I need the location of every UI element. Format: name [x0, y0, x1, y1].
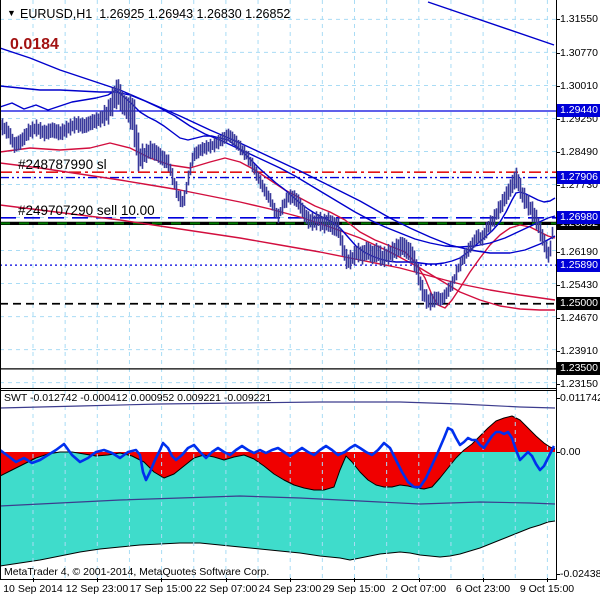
indicator-tick-mark	[556, 574, 560, 575]
price-level-box-blue: 1.29440	[557, 104, 600, 118]
order-line-label[interactable]: #248787990 sl	[18, 157, 107, 172]
price-tick-label: 1.25430	[560, 279, 598, 292]
ohlc-values: 1.26925 1.26943 1.26830 1.26852	[99, 7, 291, 21]
price-tick-mark	[556, 318, 560, 320]
swt-envelope-top	[0, 401, 556, 409]
price-tick-label: 1.28490	[560, 146, 598, 159]
time-tick-mark	[419, 578, 420, 582]
time-tick-mark	[290, 578, 291, 582]
time-tick-label: 2 Oct 07:00	[391, 583, 447, 595]
time-tick-label: 22 Sep 07:00	[194, 583, 258, 595]
price-bars[interactable]	[0, 79, 554, 311]
time-tick-mark	[161, 578, 162, 582]
red-ma-line-3	[0, 204, 556, 301]
price-tick-label: 1.31550	[560, 13, 598, 26]
time-tick-label: 10 Sep 2014	[3, 583, 63, 595]
swt-signal-line	[0, 426, 556, 489]
price-tick-mark	[556, 53, 560, 55]
time-tick-label: 29 Sep 15:00	[322, 583, 386, 595]
indicator-tick-label: 0.011742	[560, 392, 600, 404]
time-tick-mark	[33, 578, 34, 582]
price-chart-canvas[interactable]	[0, 0, 556, 389]
price-tick-mark	[556, 285, 560, 287]
chart-right-border	[556, 0, 557, 580]
swt-lower-boundary	[0, 520, 556, 567]
price-level-box-black: 1.25000	[557, 297, 600, 311]
price-level-box-blue: 1.27906	[557, 171, 600, 185]
price-tick-mark	[556, 351, 560, 353]
price-tick-label: 1.30770	[560, 47, 598, 60]
indicator-value-label: 0.0184	[10, 36, 59, 53]
price-tick-mark	[556, 152, 560, 154]
swt-indicator-header: SWT -0.012742 -0.000412 0.000952 0.00922…	[4, 392, 272, 404]
time-tick-label: 12 Sep 23:00	[65, 583, 129, 595]
time-tick-label: 17 Sep 15:00	[129, 583, 193, 595]
price-level-box-blue: 1.25890	[557, 258, 600, 272]
time-tick-mark	[226, 578, 227, 582]
symbol-period-label: EURUSD,H1	[20, 7, 93, 21]
price-tick-label: 1.30010	[560, 80, 598, 93]
chart-left-border	[0, 0, 1, 580]
metatrader-watermark: MetaTrader 4, © 2001-2014, MetaQuotes So…	[4, 566, 270, 578]
price-tick-mark	[556, 119, 560, 121]
order-line-label[interactable]: #249707290 sell 10.00	[18, 203, 155, 218]
swt-upper-boundary	[0, 415, 556, 491]
time-tick-label: 24 Sep 23:00	[258, 583, 322, 595]
price-level-box-black: 1.23500	[557, 362, 600, 376]
swt-envelope-mid	[0, 495, 556, 507]
symbol-marker-icon: ▼	[7, 8, 16, 18]
indicator-tick-label: 0.00	[560, 446, 581, 458]
price-tick-mark	[556, 252, 560, 254]
time-tick-mark	[97, 578, 98, 582]
time-tick-mark	[483, 578, 484, 582]
price-tick-mark	[556, 384, 560, 386]
time-tick-mark	[354, 578, 355, 582]
price-tick-mark	[556, 86, 560, 88]
price-tick-mark	[556, 19, 560, 21]
swt-red-area	[0, 416, 555, 490]
indicator-tick-mark	[556, 398, 560, 399]
indicator-tick-mark	[556, 452, 560, 453]
price-tick-label: 1.24670	[560, 312, 598, 325]
blue-band-line-1	[0, 47, 556, 254]
time-tick-label: 9 Oct 15:00	[519, 583, 575, 595]
swt-cyan-band	[0, 416, 555, 566]
time-tick-label: 6 Oct 23:00	[455, 583, 511, 595]
indicator-panel-top-border[interactable]	[0, 390, 557, 391]
time-tick-mark	[547, 578, 548, 582]
chart-header-ohlc: EURUSD,H1 1.26925 1.26943 1.26830 1.2685…	[20, 7, 290, 21]
price-tick-label: 1.23150	[560, 378, 598, 391]
price-tick-label: 1.26190	[560, 246, 598, 259]
trendline	[427, 1, 555, 46]
price-tick-mark	[556, 185, 560, 187]
indicator-tick-label: -0.024383	[560, 568, 600, 580]
price-panel-bottom-border[interactable]	[0, 388, 557, 389]
price-tick-label: 1.23910	[560, 345, 598, 358]
indicator-chart-canvas[interactable]	[0, 390, 556, 580]
indicator-panel-bottom-border	[0, 579, 557, 580]
price-level-box-blue: 1.26980	[557, 211, 600, 225]
